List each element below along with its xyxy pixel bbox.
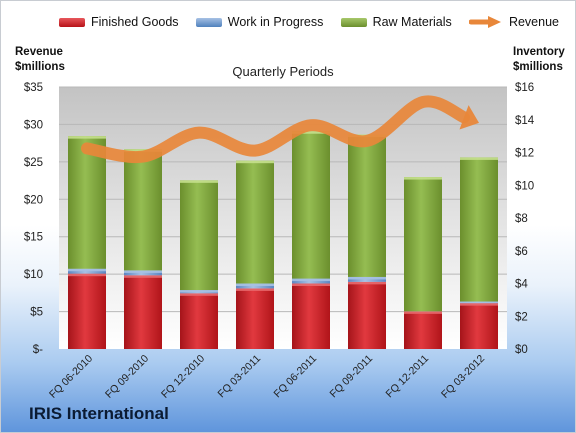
category-label: FQ 03-2011	[216, 353, 264, 401]
right-axis-label-line1: Inventory	[513, 46, 565, 58]
bar-finished-goods-2	[180, 293, 218, 349]
bar-finished-goods-5	[348, 281, 386, 349]
right-axis-label-line2: $millions	[513, 61, 563, 73]
category-label: FQ 09-2010	[103, 353, 151, 401]
legend-item-raw-materials: Raw Materials	[340, 15, 452, 29]
bar-cap-work-in-progress-4	[292, 278, 330, 282]
bar-finished-goods-6	[404, 311, 442, 349]
category-label: FQ 12-2011	[384, 353, 432, 401]
right-axis-caption: Inventory $millions	[513, 45, 565, 75]
legend-item-work-in-progress: Work in Progress	[195, 15, 324, 29]
bar-raw-materials-0	[68, 136, 106, 269]
right-tick-label: $2	[515, 311, 528, 323]
bar-cap-raw-materials-4	[292, 131, 330, 134]
bar-finished-goods-3	[236, 288, 274, 349]
bar-raw-materials-4	[292, 131, 330, 279]
revenue-line	[81, 95, 471, 164]
legend-label-finished-goods: Finished Goods	[91, 15, 179, 29]
legend-swatch-raw-materials	[340, 17, 367, 27]
legend-label-revenue: Revenue	[508, 15, 559, 29]
category-label: FQ 09-2011	[328, 353, 376, 401]
left-tick-label: $10	[24, 269, 43, 281]
right-tick-label: $4	[515, 279, 528, 291]
bar-cap-finished-goods-3	[236, 288, 274, 291]
bar-cap-work-in-progress-7	[460, 301, 498, 304]
right-tick-label: $16	[515, 82, 534, 94]
legend-item-finished-goods: Finished Goods	[59, 15, 179, 29]
bar-cap-raw-materials-1	[124, 149, 162, 152]
bar-cap-raw-materials-3	[236, 160, 274, 164]
left-tick-label: $5	[30, 307, 43, 319]
left-axis-label-line1: Revenue	[15, 46, 63, 58]
legend-swatch-revenue	[468, 16, 501, 28]
bar-cap-raw-materials-0	[68, 136, 106, 139]
bar-finished-goods-7	[460, 303, 498, 349]
bar-cap-work-in-progress-5	[348, 276, 386, 280]
bar-cap-raw-materials-2	[180, 180, 218, 183]
left-tick-label: $20	[24, 194, 43, 206]
legend: Finished Goods Work in Progress Raw Mate…	[59, 15, 559, 29]
company-name: IRIS International	[29, 404, 169, 423]
legend-label-work-in-progress: Work in Progress	[227, 15, 324, 29]
left-tick-label: $35	[24, 82, 43, 94]
bar-raw-materials-1	[124, 149, 162, 271]
legend-swatch-finished-goods	[59, 17, 85, 27]
bar-cap-finished-goods-0	[68, 273, 106, 277]
right-tick-label: $12	[515, 148, 534, 160]
right-tick-label: $0	[515, 344, 528, 356]
left-tick-label: $-	[33, 344, 43, 356]
bar-cap-finished-goods-5	[348, 281, 386, 285]
bar-finished-goods-1	[124, 275, 162, 349]
right-tick-label: $14	[515, 115, 535, 127]
bar-cap-finished-goods-4	[292, 283, 330, 286]
bar-raw-materials-5	[348, 134, 386, 277]
bar-cap-finished-goods-2	[180, 293, 218, 296]
category-label: FQ 12-2010	[159, 353, 207, 401]
bar-cap-work-in-progress-1	[124, 270, 162, 273]
bar-cap-work-in-progress-3	[236, 283, 274, 286]
left-tick-label: $25	[24, 157, 43, 169]
left-axis-caption: Revenue $millions	[15, 45, 65, 75]
left-axis-label-line2: $millions	[15, 61, 65, 73]
bar-finished-goods-0	[68, 273, 106, 349]
category-label: FQ 06-2011	[272, 353, 320, 401]
bar-cap-work-in-progress-2	[180, 290, 218, 293]
bar-cap-finished-goods-1	[124, 275, 162, 278]
bar-cap-work-in-progress-0	[68, 268, 106, 272]
bar-raw-materials-7	[460, 157, 498, 302]
right-tick-label: $8	[515, 213, 528, 225]
bar-cap-finished-goods-7	[460, 303, 498, 306]
left-tick-label: $30	[24, 119, 43, 131]
revenue-arrow-head	[459, 105, 479, 130]
bar-finished-goods-4	[292, 283, 330, 349]
chart-title: Quarterly Periods	[232, 64, 334, 79]
legend-swatch-work-in-progress	[195, 17, 222, 27]
right-tick-label: $10	[515, 180, 534, 192]
legend-label-raw-materials: Raw Materials	[372, 15, 452, 29]
bar-cap-finished-goods-6	[404, 311, 442, 314]
bar-raw-materials-3	[236, 160, 274, 284]
right-tick-label: $6	[515, 246, 528, 258]
bar-cap-raw-materials-7	[460, 157, 498, 160]
bar-raw-materials-6	[404, 177, 442, 312]
left-tick-label: $15	[24, 232, 43, 244]
bar-cap-raw-materials-6	[404, 177, 442, 180]
legend-item-revenue: Revenue	[468, 15, 559, 29]
bar-raw-materials-2	[180, 180, 218, 291]
category-label: FQ 06-2010	[47, 353, 95, 401]
category-label: FQ 03-2012	[439, 353, 487, 401]
